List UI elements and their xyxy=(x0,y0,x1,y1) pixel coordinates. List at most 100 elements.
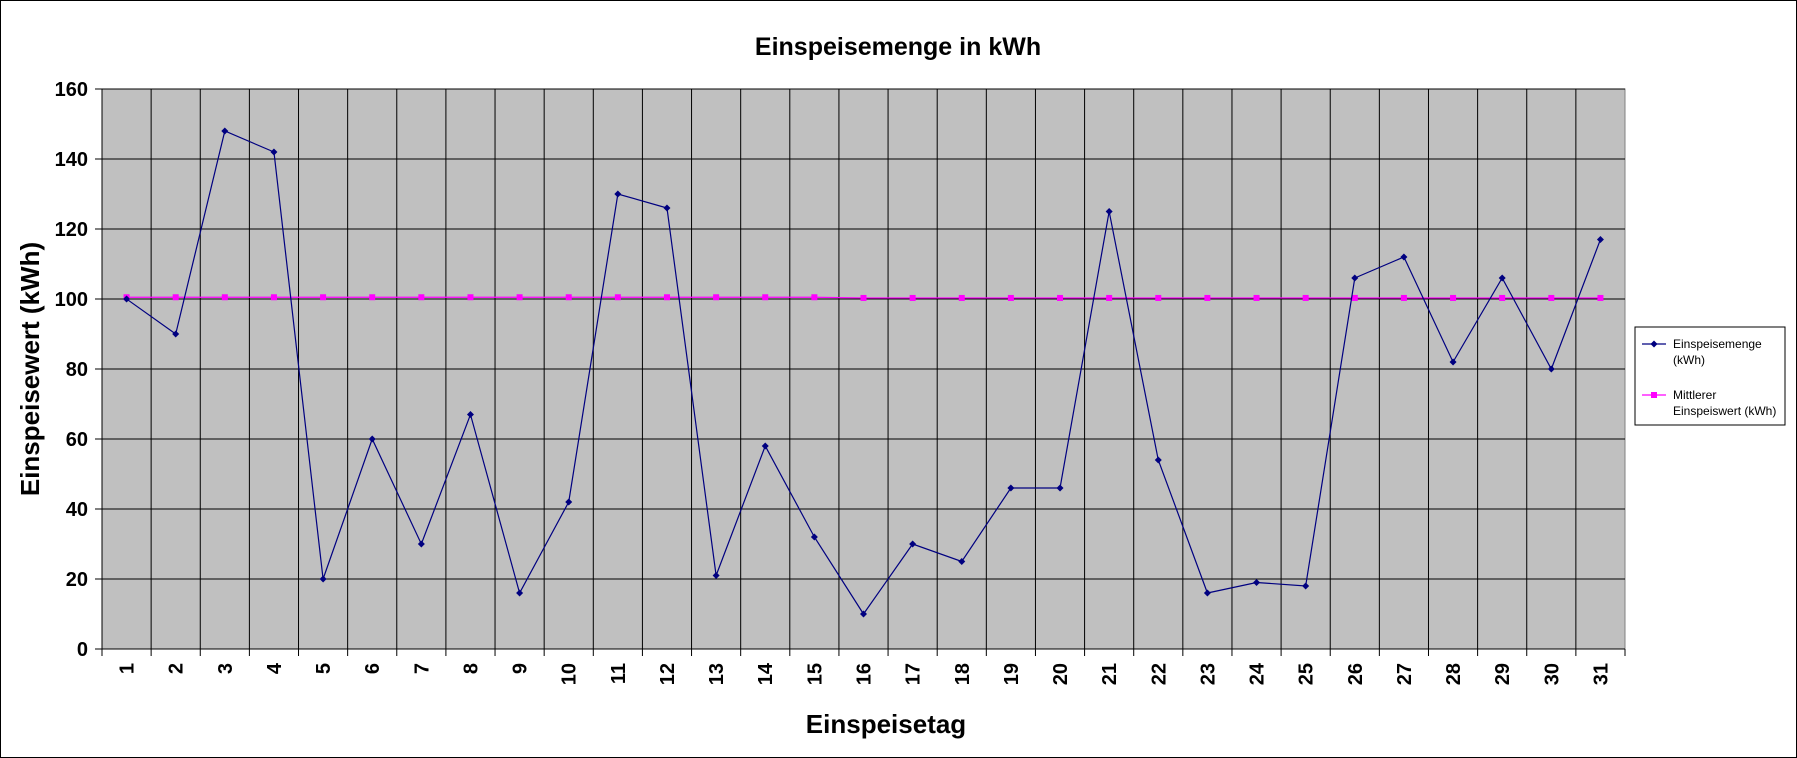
data-point xyxy=(614,190,622,198)
data-point xyxy=(1007,484,1015,492)
data-point xyxy=(1449,358,1457,366)
x-tick-label: 8 xyxy=(460,663,482,674)
legend-swatch-marker xyxy=(1650,340,1658,348)
x-tick-label: 26 xyxy=(1345,663,1367,685)
data-point xyxy=(1499,294,1506,301)
data-point xyxy=(368,435,376,443)
data-point xyxy=(1302,294,1309,301)
x-tick-label: 15 xyxy=(804,663,826,685)
x-tick-label: 28 xyxy=(1443,663,1465,685)
x-tick-label: 5 xyxy=(313,663,335,674)
x-tick-label: 18 xyxy=(952,663,974,685)
legend-box xyxy=(1634,326,1786,426)
data-point xyxy=(958,558,966,565)
x-tick-label: 2 xyxy=(166,663,188,674)
data-point xyxy=(221,294,228,301)
data-point xyxy=(123,295,131,303)
y-axis-title: Einspeisewert (kWh) xyxy=(15,242,45,496)
y-tick-label: 40 xyxy=(66,499,88,521)
data-point xyxy=(1596,236,1604,243)
data-point xyxy=(565,294,572,301)
x-tick-label: 4 xyxy=(264,662,286,674)
data-point xyxy=(369,294,376,301)
y-tick-label: 160 xyxy=(55,79,88,101)
legend-label: Einspeisemenge xyxy=(1673,337,1762,351)
data-point xyxy=(565,498,573,506)
data-point xyxy=(811,294,818,301)
x-tick-label: 1 xyxy=(117,663,139,674)
data-point xyxy=(713,294,720,301)
data-point xyxy=(1155,294,1162,301)
data-point xyxy=(270,294,277,301)
data-point xyxy=(1154,456,1162,464)
x-axis-title: Einspeisetag xyxy=(806,709,966,739)
legend-swatch-marker xyxy=(1651,392,1657,398)
data-point xyxy=(761,442,769,450)
data-point xyxy=(1547,365,1555,373)
data-point xyxy=(909,540,917,548)
data-point xyxy=(958,294,965,301)
x-tick-label: 16 xyxy=(854,663,876,685)
data-point xyxy=(614,294,621,301)
data-point xyxy=(1597,294,1604,301)
data-point xyxy=(1450,294,1457,301)
data-point xyxy=(1302,582,1310,590)
gridlines xyxy=(102,88,1625,649)
x-tick-label: 27 xyxy=(1394,663,1416,685)
data-point xyxy=(320,294,327,301)
data-point xyxy=(1253,579,1261,586)
x-tick-label: 20 xyxy=(1050,663,1072,685)
series-1 xyxy=(123,127,1604,618)
x-tick-label: 19 xyxy=(1001,663,1023,685)
data-point xyxy=(762,294,769,301)
legend-entry: Mittlerer Einspeiswert (kWh) xyxy=(1642,388,1776,418)
data-point xyxy=(172,294,179,301)
x-tick-label: 7 xyxy=(411,663,433,674)
x-tick-label: 11 xyxy=(608,663,630,684)
data-point xyxy=(1400,253,1408,261)
x-tick-label: 14 xyxy=(755,662,777,685)
data-point xyxy=(860,610,867,618)
data-point xyxy=(1400,294,1407,301)
chart-title: Einspeisemenge in kWh xyxy=(755,33,1041,61)
data-point xyxy=(1057,294,1064,301)
x-tick-label: 24 xyxy=(1247,662,1269,685)
x-tick-label: 23 xyxy=(1197,663,1219,685)
data-point xyxy=(319,575,327,583)
y-tick-label: 60 xyxy=(66,429,88,451)
legend: Einspeisemenge (kWh) Mittlerer Einspeiswert… xyxy=(1634,326,1786,426)
x-tick-label: 21 xyxy=(1099,663,1121,685)
x-tick-label: 25 xyxy=(1296,663,1318,685)
y-tick-label: 0 xyxy=(77,639,88,661)
data-point xyxy=(1056,484,1064,492)
x-tick-label: 30 xyxy=(1541,663,1563,685)
data-point xyxy=(417,540,425,548)
data-point xyxy=(1203,589,1211,597)
y-tick-label: 120 xyxy=(55,219,88,241)
x-tick-label: 17 xyxy=(903,663,925,685)
series-layer xyxy=(123,127,1604,618)
legend-label: (kWh) xyxy=(1673,353,1705,367)
data-point xyxy=(221,127,229,135)
y-tick-label: 140 xyxy=(55,149,88,171)
data-point xyxy=(909,294,916,301)
x-tick-label: 12 xyxy=(657,663,679,685)
x-tick-label: 31 xyxy=(1590,663,1612,685)
x-tick-label: 13 xyxy=(706,663,728,685)
legend-label: Einspeiswert (kWh) xyxy=(1673,404,1776,418)
x-tick-label: 3 xyxy=(215,663,237,674)
data-point xyxy=(663,294,670,301)
x-tick-label: 22 xyxy=(1148,663,1170,685)
data-point xyxy=(1548,294,1555,301)
data-point xyxy=(712,572,720,579)
legend-entry: Einspeisemenge (kWh) xyxy=(1642,337,1762,367)
x-tick-label: 6 xyxy=(362,663,384,674)
data-point xyxy=(1204,294,1211,301)
x-tick-label: 10 xyxy=(559,663,581,685)
x-tick-label: 29 xyxy=(1492,663,1514,685)
y-tick-label: 80 xyxy=(66,359,88,381)
data-point xyxy=(663,204,671,212)
data-point xyxy=(1351,274,1359,282)
data-point xyxy=(1498,274,1506,282)
